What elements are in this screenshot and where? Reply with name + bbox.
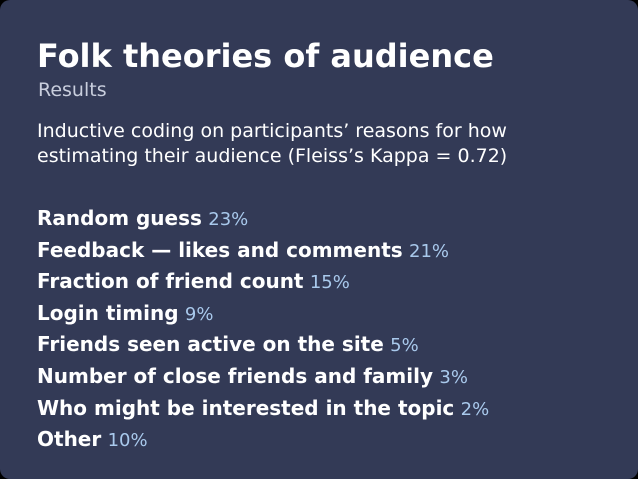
- result-label: Random guess: [37, 206, 202, 230]
- result-item: Feedback — likes and comments 21%: [37, 235, 489, 267]
- slide-subtitle: Results: [38, 79, 107, 101]
- intro-line: estimating their audience (Fleiss’s Kapp…: [37, 145, 508, 167]
- result-label: Feedback — likes and comments: [37, 237, 403, 262]
- result-item: Number of close friends and family 3%: [37, 361, 489, 393]
- results-list: Random guess 23% Feedback — likes and co…: [37, 203, 489, 456]
- result-label: Number of close friends and family: [37, 363, 434, 388]
- result-percent: 21%: [409, 240, 450, 262]
- result-label: Login timing: [37, 300, 179, 325]
- result-label: Other: [37, 427, 102, 452]
- result-percent: 10%: [107, 430, 148, 452]
- result-percent: 15%: [309, 272, 350, 294]
- result-percent: 2%: [460, 398, 490, 420]
- result-percent: 3%: [439, 366, 468, 388]
- result-item: Who might be interested in the topic 2%: [37, 393, 489, 425]
- result-percent: 23%: [208, 209, 249, 230]
- result-item: Random guess 23%: [37, 203, 489, 235]
- intro-text: Inductive coding on participants’ reason…: [37, 119, 627, 169]
- result-label: Who might be interested in the topic: [37, 395, 455, 420]
- result-item: Other 10%: [37, 424, 489, 456]
- result-label: Fraction of friend count: [37, 269, 304, 294]
- result-percent: 9%: [184, 303, 214, 325]
- slide-title: Folk theories of audience: [37, 37, 494, 75]
- result-item: Login timing 9%: [37, 298, 489, 330]
- intro-line: Inductive coding on participants’ reason…: [37, 120, 507, 142]
- result-percent: 5%: [390, 335, 419, 357]
- result-item: Fraction of friend count 15%: [37, 266, 489, 298]
- result-item: Friends seen active on the site 5%: [37, 329, 489, 361]
- result-label: Friends seen active on the site: [37, 332, 384, 357]
